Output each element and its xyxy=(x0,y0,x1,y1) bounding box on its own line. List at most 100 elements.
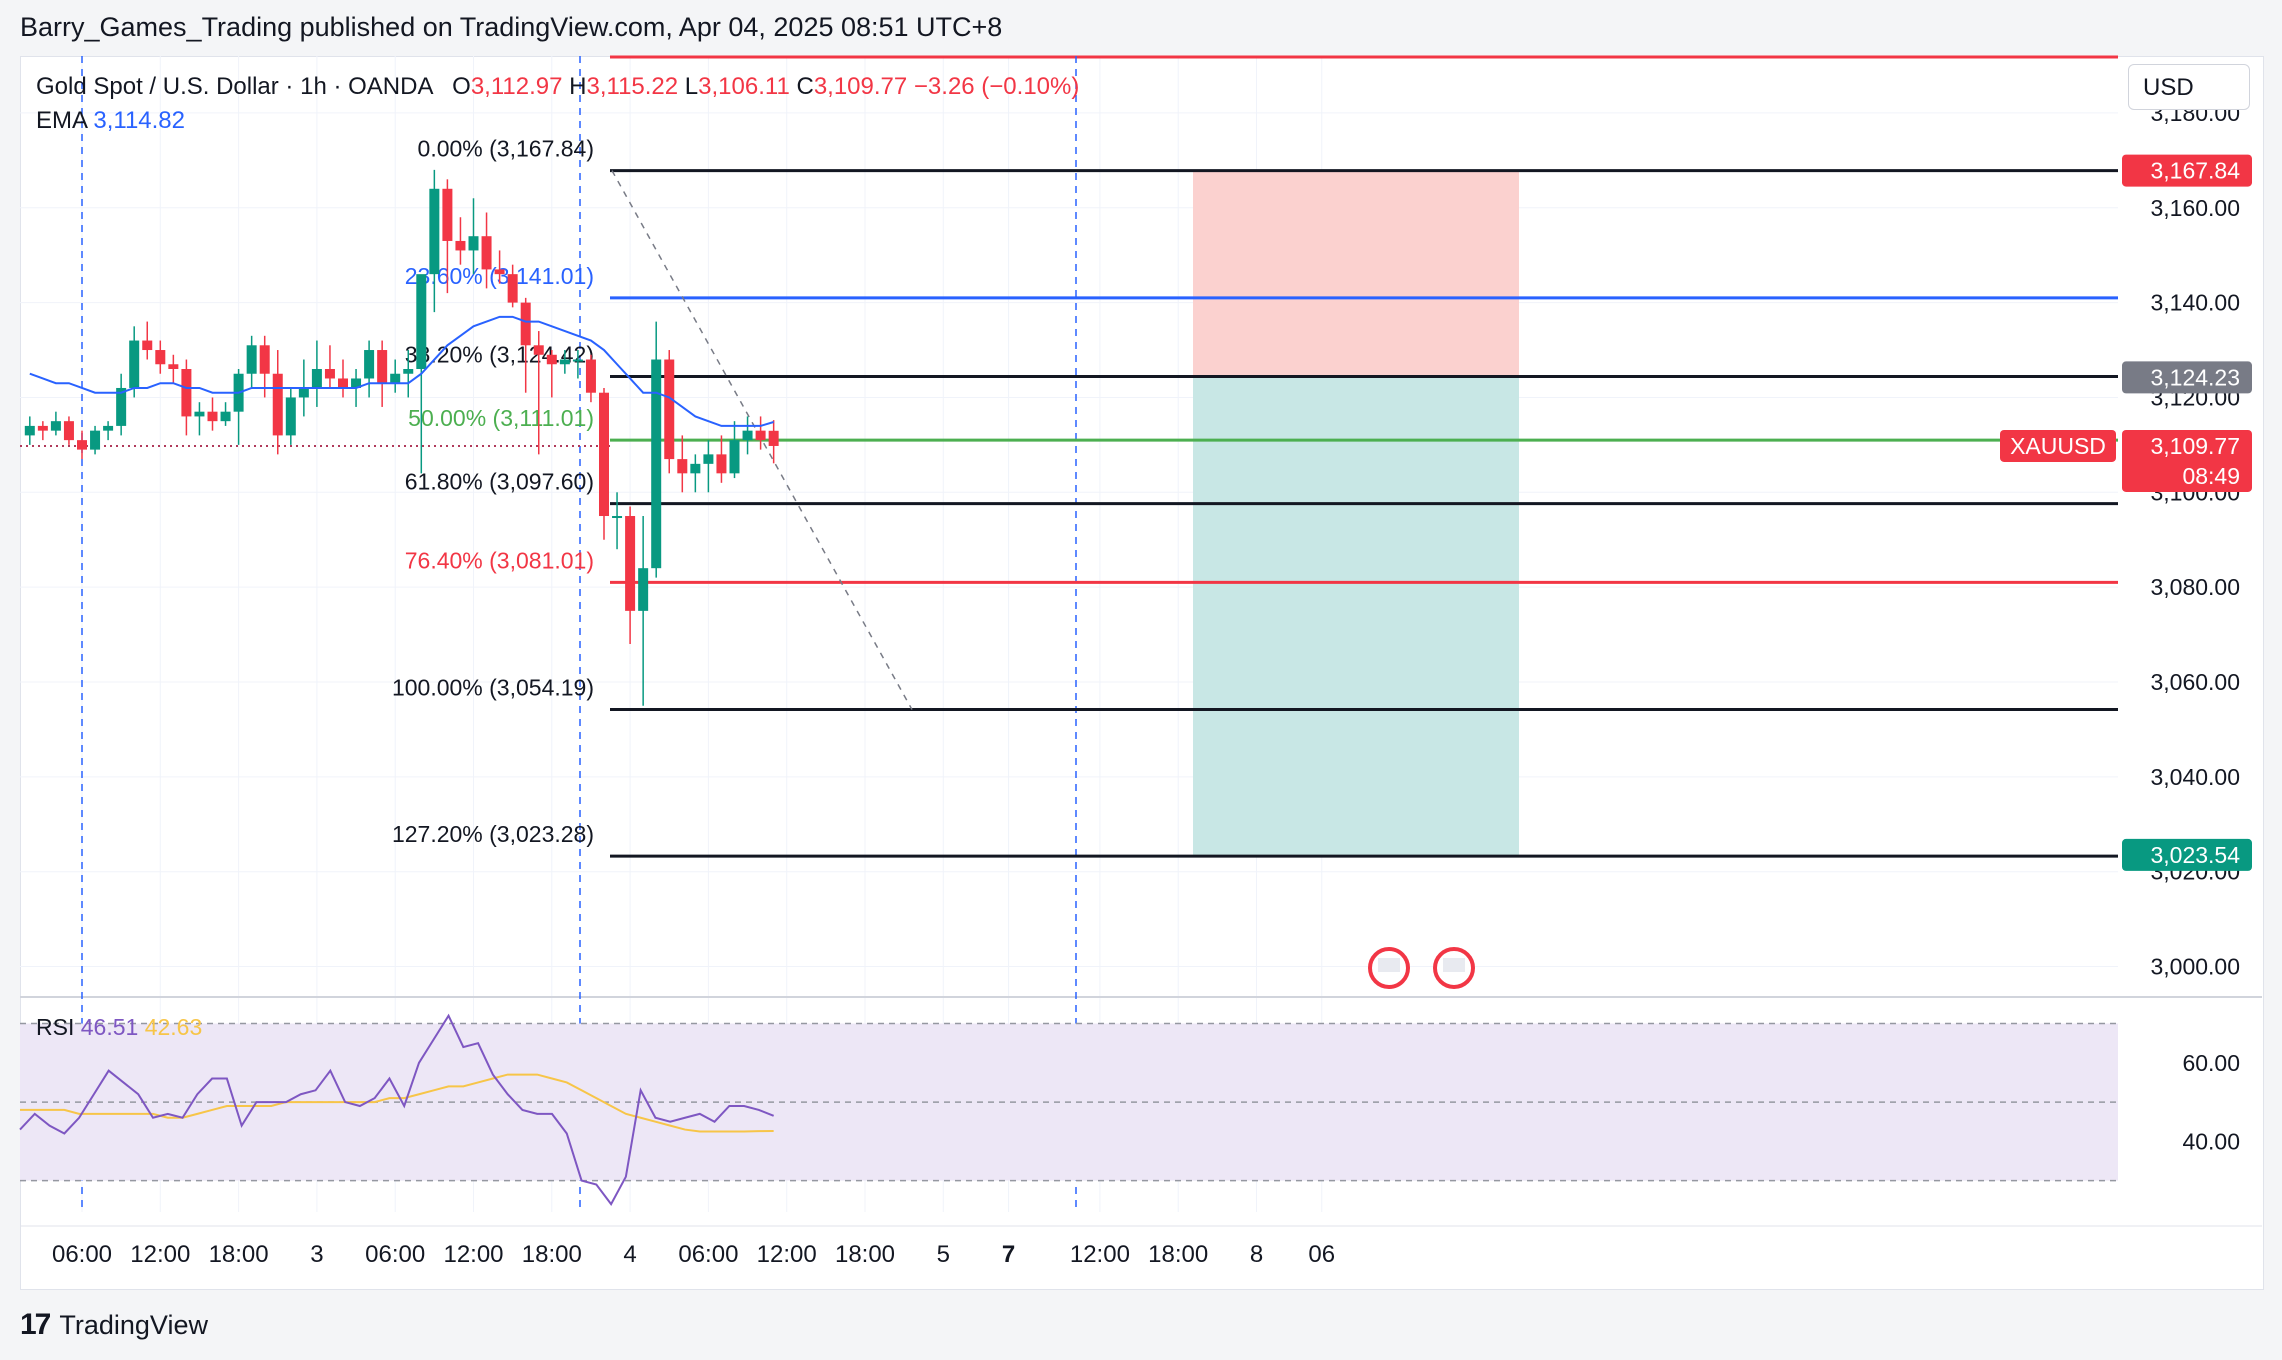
fib-level-label: 100.00% (3,054.19) xyxy=(392,675,594,701)
high-label: H xyxy=(569,73,587,100)
ema-line xyxy=(29,315,774,427)
candle-body xyxy=(50,421,61,431)
candle-body xyxy=(181,369,192,417)
fib-level-label: 50.00% (3,111.01) xyxy=(408,405,594,431)
time-tick-label: 4 xyxy=(623,1241,636,1268)
candle-body xyxy=(585,359,596,393)
candle-body xyxy=(468,236,479,251)
candle-body xyxy=(324,369,335,379)
symbol-ohlc-line: Gold Spot / U.S. Dollar · 1h · OANDA O 3,… xyxy=(36,70,1079,104)
candle-body xyxy=(481,236,492,270)
bar-countdown: 08:49 xyxy=(2182,463,2240,489)
candle-body xyxy=(246,345,257,374)
candle-body xyxy=(651,359,662,569)
candle-body xyxy=(37,425,48,431)
rsi-legend: RSI 46.51 42.63 xyxy=(36,1014,202,1041)
stop-price-tag: 3,167.84 xyxy=(2150,158,2240,184)
candle-body xyxy=(572,359,583,362)
time-tick-label: 8 xyxy=(1250,1241,1263,1268)
candle-body xyxy=(207,411,218,422)
candle-body xyxy=(429,188,440,275)
open-label: O xyxy=(452,73,471,100)
time-tick-label: 06:00 xyxy=(678,1241,738,1268)
candle-body xyxy=(768,430,779,446)
candle-body xyxy=(677,459,688,474)
entry-price-tag: 3,124.23 xyxy=(2150,364,2240,390)
current-price-tag-bg xyxy=(2122,429,2252,492)
candle-body xyxy=(455,240,466,251)
candle-body xyxy=(338,378,348,388)
time-tick-label: 06 xyxy=(1308,1241,1335,1268)
candle-body xyxy=(703,454,714,464)
risk-zone xyxy=(1193,170,1519,378)
footer: 17 TradingView xyxy=(20,1308,208,1342)
rsi-line xyxy=(19,1013,775,1206)
high-value: 3,115.22 xyxy=(586,73,679,100)
rsi-value: 46.51 xyxy=(80,1014,139,1040)
candle-body xyxy=(755,430,766,441)
candle-body xyxy=(168,364,179,369)
candle-body xyxy=(390,373,401,384)
footer-brand[interactable]: TradingView xyxy=(59,1309,208,1340)
rsi-label[interactable]: RSI xyxy=(36,1014,75,1040)
entry-price-tag-bg xyxy=(2122,361,2252,394)
candle-body xyxy=(599,392,609,517)
symbol-title[interactable]: Gold Spot / U.S. Dollar · 1h · OANDA xyxy=(36,73,433,100)
candle-body xyxy=(272,373,283,436)
candle-body xyxy=(638,568,649,611)
candle-body xyxy=(625,516,636,611)
candle-body xyxy=(403,369,414,374)
candle-body xyxy=(364,350,375,379)
candle-body xyxy=(533,345,544,355)
candle-body xyxy=(742,430,753,441)
candle-body xyxy=(351,378,362,388)
candle-body xyxy=(729,440,740,474)
ema-label[interactable]: EMA xyxy=(36,107,87,134)
publisher-line: Barry_Games_Trading published on Trading… xyxy=(20,12,1003,42)
candle-body xyxy=(520,302,531,346)
price-tick-label: 3,060.00 xyxy=(2150,669,2240,695)
time-tick-label: 18:00 xyxy=(1148,1241,1208,1268)
time-tick-label: 06:00 xyxy=(52,1241,112,1268)
candle-body xyxy=(298,387,309,398)
close-label: C xyxy=(796,73,814,100)
currency-button[interactable]: USD xyxy=(2128,64,2250,110)
time-tick-label: 12:00 xyxy=(130,1241,190,1268)
candle-body xyxy=(416,274,427,369)
price-tick-label: 3,000.00 xyxy=(2150,954,2240,980)
candle-body xyxy=(690,463,701,474)
tradingview-logo-icon[interactable]: 17 xyxy=(20,1308,51,1341)
candle-body xyxy=(507,274,518,303)
current-price-label: 3,109.77 xyxy=(2150,433,2240,459)
candle-body xyxy=(716,454,727,474)
price-tick-label: 3,140.00 xyxy=(2150,290,2240,316)
fib-level-label: 61.80% (3,097.60) xyxy=(405,469,594,495)
target-price-tag-bg xyxy=(2122,838,2252,871)
candle-body xyxy=(155,350,166,365)
us-flag-icon-stripes xyxy=(1443,958,1465,972)
chart-canvas[interactable]: 0.00% (3,167.84)23.60% (3,141.01)38.20% … xyxy=(0,0,2282,1290)
time-tick-label: 18:00 xyxy=(835,1241,895,1268)
reward-zone xyxy=(1193,377,1519,855)
candle-body xyxy=(311,369,322,388)
symbol-tag-bg xyxy=(2000,429,2116,462)
price-tick-label: 3,160.00 xyxy=(2150,195,2240,221)
symbol-tag: XAUUSD xyxy=(2010,433,2106,459)
low-label: L xyxy=(684,73,699,100)
candle-body xyxy=(546,354,557,365)
candle-body xyxy=(442,188,453,241)
stop-price-tag-bg xyxy=(2122,154,2252,187)
rsi-ma-value: 42.63 xyxy=(144,1014,203,1040)
time-tick-label: 18:00 xyxy=(209,1241,269,1268)
close-value: 3,109.77 xyxy=(813,73,908,100)
ema-value: 3,114.82 xyxy=(93,107,185,134)
candle-body xyxy=(129,340,140,388)
fib-level-label: 76.40% (3,081.01) xyxy=(405,547,594,573)
candle-body xyxy=(377,350,388,384)
candle-body xyxy=(103,425,114,431)
candle-body xyxy=(63,421,74,441)
candle-body xyxy=(612,516,623,519)
time-tick-label: 3 xyxy=(310,1241,323,1268)
change-value: −3.26 (−0.10%) xyxy=(913,73,1080,100)
candle-body xyxy=(285,397,296,436)
